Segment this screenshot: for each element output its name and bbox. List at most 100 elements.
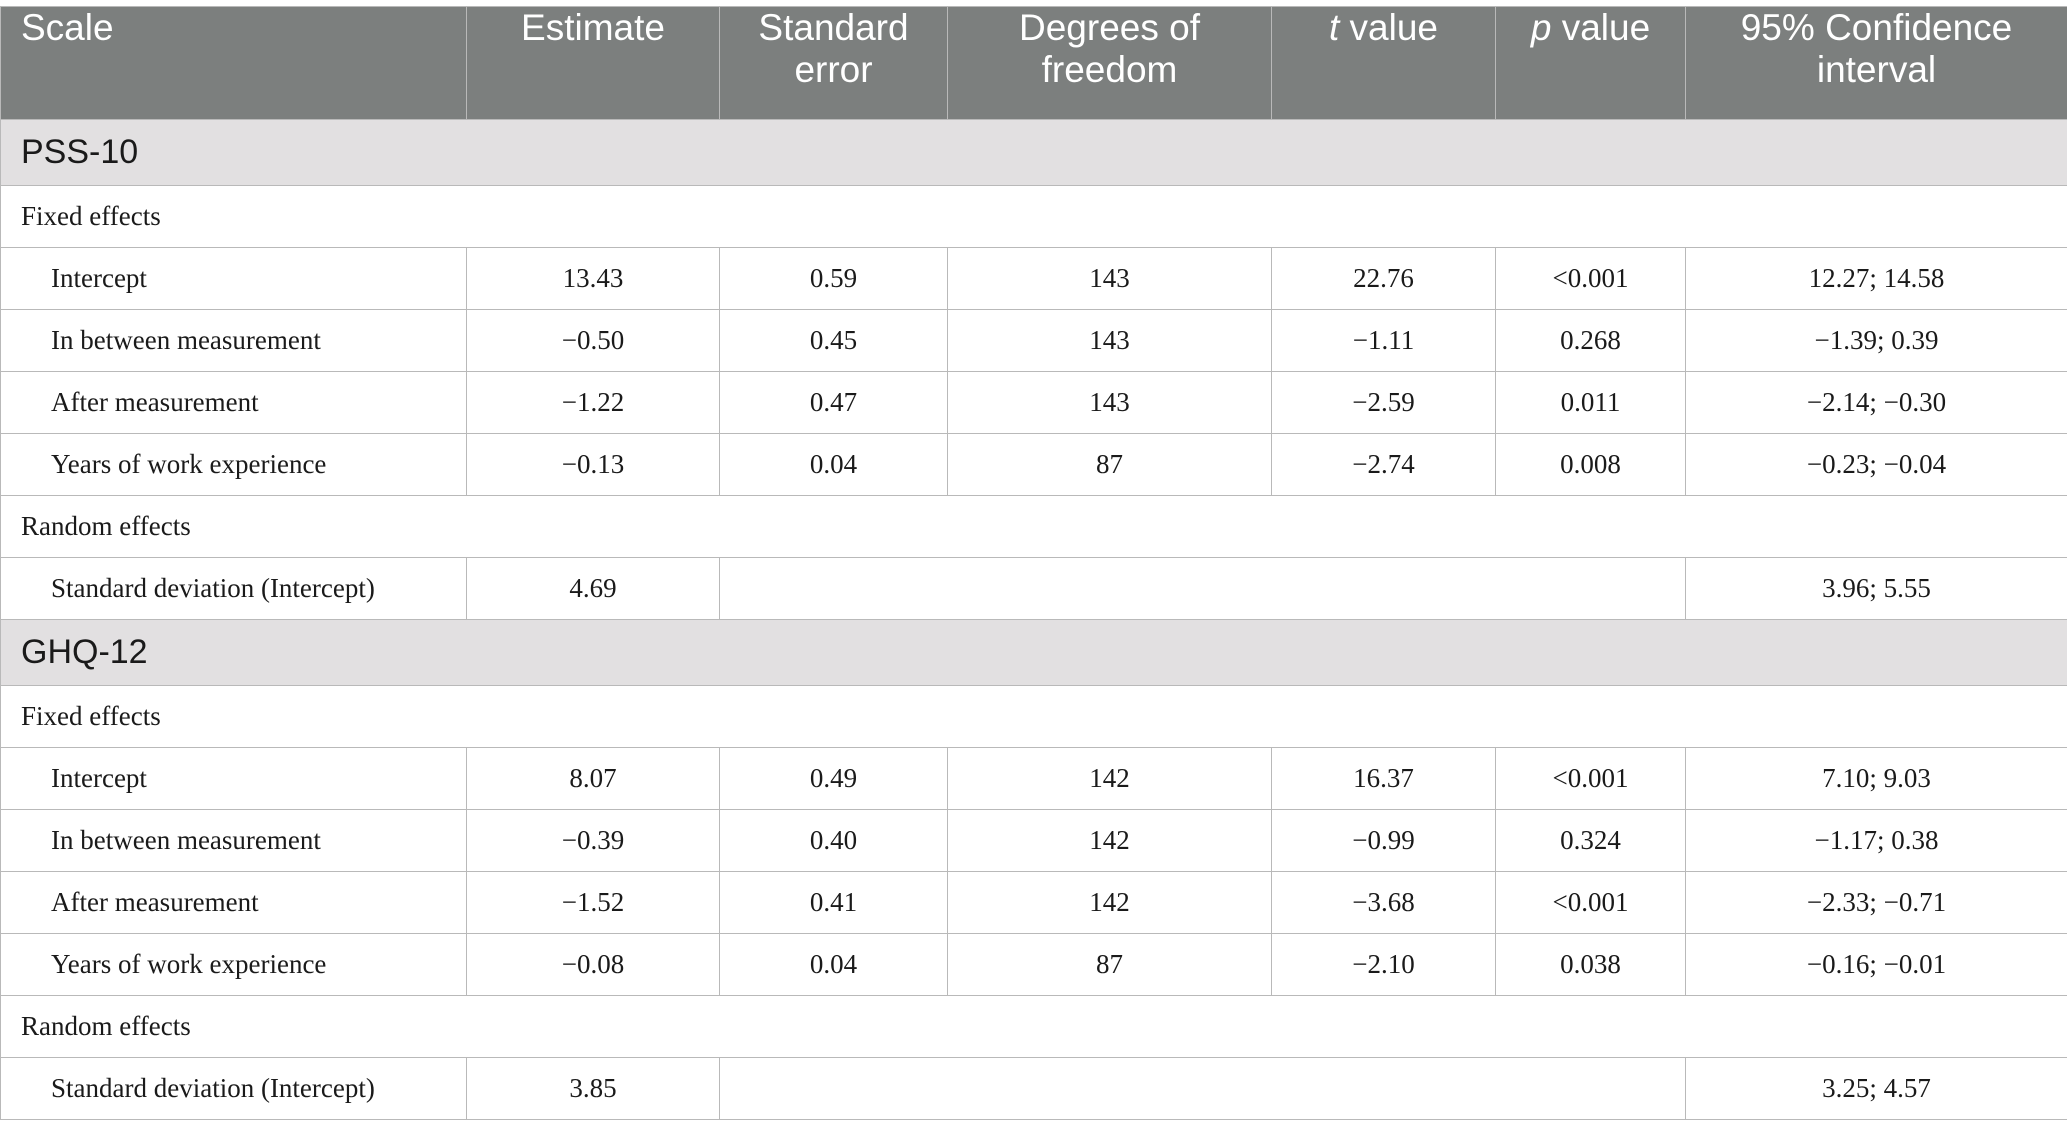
cell-confidence-interval: 3.25; 4.57 — [1685, 1057, 2067, 1120]
group-label: Fixed effects — [0, 185, 2067, 248]
row-label: After measurement — [0, 371, 467, 434]
row-label: Years of work experience — [0, 433, 467, 496]
table-row: After measurement −1.22 0.47 143 −2.59 0… — [0, 371, 2067, 434]
cell-p-value: <0.001 — [1495, 747, 1686, 810]
header-scale: Scale — [0, 6, 467, 120]
header-t-italic: t — [1328, 7, 1340, 48]
cell-estimate: −1.22 — [466, 371, 720, 434]
table-row: Years of work experience −0.08 0.04 87 −… — [0, 933, 2067, 996]
cell-degrees-of-freedom: 142 — [947, 871, 1272, 934]
cell-standard-error: 0.04 — [719, 433, 948, 496]
header-df-line1: Degrees of — [1019, 7, 1200, 48]
row-label: In between measurement — [0, 809, 467, 872]
cell-degrees-of-freedom: 87 — [947, 933, 1272, 996]
cell-estimate: −0.39 — [466, 809, 720, 872]
group-row-random-effects: Random effects — [0, 495, 2067, 558]
cell-standard-error: 0.45 — [719, 309, 948, 372]
header-df-line2: freedom — [1041, 49, 1178, 90]
group-row-fixed-effects: Fixed effects — [0, 685, 2067, 748]
cell-p-value: 0.011 — [1495, 371, 1686, 434]
row-label: Intercept — [0, 247, 467, 310]
cell-p-value: 0.324 — [1495, 809, 1686, 872]
cell-t-value: −0.99 — [1271, 809, 1496, 872]
cell-degrees-of-freedom: 143 — [947, 247, 1272, 310]
cell-standard-error: 0.49 — [719, 747, 948, 810]
table-row: After measurement −1.52 0.41 142 −3.68 <… — [0, 871, 2067, 934]
cell-confidence-interval: −1.17; 0.38 — [1685, 809, 2067, 872]
cell-estimate: −0.50 — [466, 309, 720, 372]
header-t-value: t value — [1271, 6, 1496, 120]
cell-p-value: <0.001 — [1495, 871, 1686, 934]
cell-t-value: 22.76 — [1271, 247, 1496, 310]
cell-p-value: <0.001 — [1495, 247, 1686, 310]
cell-confidence-interval: −0.23; −0.04 — [1685, 433, 2067, 496]
header-confidence-interval: 95% Confidence interval — [1685, 6, 2067, 120]
table-row: Intercept 13.43 0.59 143 22.76 <0.001 12… — [0, 247, 2067, 310]
cell-estimate: 3.85 — [466, 1057, 720, 1120]
header-t-rest: value — [1339, 7, 1438, 48]
cell-standard-error: 0.41 — [719, 871, 948, 934]
cell-degrees-of-freedom: 142 — [947, 809, 1272, 872]
section-title: GHQ-12 — [0, 619, 2067, 686]
table-row: In between measurement −0.39 0.40 142 −0… — [0, 809, 2067, 872]
cell-p-value: 0.038 — [1495, 933, 1686, 996]
cell-degrees-of-freedom: 142 — [947, 747, 1272, 810]
cell-p-value: 0.008 — [1495, 433, 1686, 496]
cell-estimate: −0.08 — [466, 933, 720, 996]
cell-estimate: −0.13 — [466, 433, 720, 496]
header-p-value: p value — [1495, 6, 1686, 120]
cell-confidence-interval: −2.14; −0.30 — [1685, 371, 2067, 434]
results-table: Scale Estimate Standard error Degrees of… — [0, 6, 2067, 1120]
cell-estimate: 8.07 — [466, 747, 720, 810]
cell-standard-error: 0.59 — [719, 247, 948, 310]
header-p-italic: p — [1530, 7, 1552, 48]
table-row: Years of work experience −0.13 0.04 87 −… — [0, 433, 2067, 496]
row-label: After measurement — [0, 871, 467, 934]
header-p-rest: value — [1551, 7, 1651, 48]
cell-confidence-interval: 12.27; 14.58 — [1685, 247, 2067, 310]
table-row: In between measurement −0.50 0.45 143 −1… — [0, 309, 2067, 372]
cell-t-value: −2.59 — [1271, 371, 1496, 434]
cell-t-value: −2.10 — [1271, 933, 1496, 996]
header-standard-error-line2: error — [794, 49, 873, 90]
cell-estimate: −1.52 — [466, 871, 720, 934]
row-label: Years of work experience — [0, 933, 467, 996]
table-row: Intercept 8.07 0.49 142 16.37 <0.001 7.1… — [0, 747, 2067, 810]
cell-confidence-interval: −0.16; −0.01 — [1685, 933, 2067, 996]
table-row: Standard deviation (Intercept) 3.85 3.25… — [0, 1057, 2067, 1120]
group-row-random-effects: Random effects — [0, 995, 2067, 1058]
cell-estimate: 4.69 — [466, 557, 720, 620]
cell-t-value: 16.37 — [1271, 747, 1496, 810]
header-row: Scale Estimate Standard error Degrees of… — [0, 6, 2067, 120]
cell-confidence-interval: 3.96; 5.55 — [1685, 557, 2067, 620]
group-row-fixed-effects: Fixed effects — [0, 185, 2067, 248]
group-label: Random effects — [0, 995, 2067, 1058]
cell-degrees-of-freedom: 143 — [947, 371, 1272, 434]
cell-degrees-of-freedom: 87 — [947, 433, 1272, 496]
header-degrees-of-freedom: Degrees of freedom — [947, 6, 1272, 120]
cell-t-value: −3.68 — [1271, 871, 1496, 934]
cell-t-value: −1.11 — [1271, 309, 1496, 372]
row-label: Standard deviation (Intercept) — [0, 557, 467, 620]
header-standard-error: Standard error — [719, 6, 948, 120]
group-label: Fixed effects — [0, 685, 2067, 748]
cell-degrees-of-freedom: 143 — [947, 309, 1272, 372]
cell-standard-error: 0.04 — [719, 933, 948, 996]
cell-t-value: −2.74 — [1271, 433, 1496, 496]
table-header: Scale Estimate Standard error Degrees of… — [0, 6, 2067, 120]
row-label: In between measurement — [0, 309, 467, 372]
cell-p-value: 0.268 — [1495, 309, 1686, 372]
group-label: Random effects — [0, 495, 2067, 558]
section-title: PSS-10 — [0, 119, 2067, 186]
cell-estimate: 13.43 — [466, 247, 720, 310]
section-row-pss10: PSS-10 — [0, 119, 2067, 186]
cell-confidence-interval: −2.33; −0.71 — [1685, 871, 2067, 934]
header-estimate: Estimate — [466, 6, 720, 120]
section-row-ghq12: GHQ-12 — [0, 619, 2067, 686]
cell-empty — [719, 557, 1686, 620]
table-body: PSS-10 Fixed effects Intercept 13.43 0.5… — [0, 119, 2067, 1120]
header-standard-error-line1: Standard — [758, 7, 909, 48]
cell-empty — [719, 1057, 1686, 1120]
cell-standard-error: 0.47 — [719, 371, 948, 434]
header-ci-line1: 95% Confidence — [1740, 7, 2013, 48]
